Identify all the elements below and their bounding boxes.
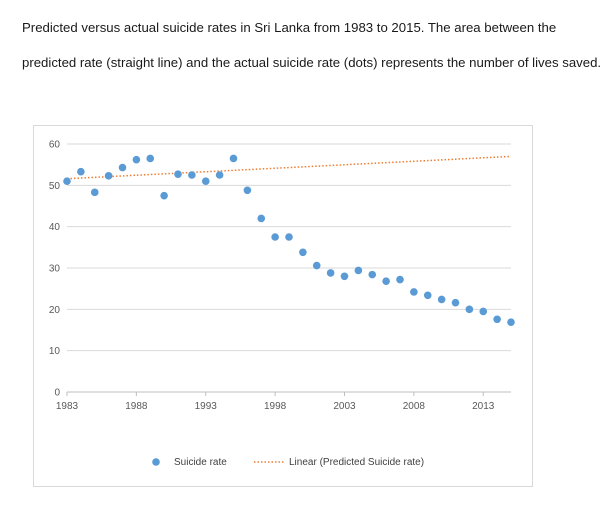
data-point	[201, 177, 210, 185]
data-point	[118, 163, 127, 172]
data-point	[174, 170, 182, 178]
data-point	[188, 171, 196, 179]
data-point	[215, 171, 224, 179]
x-axis-ticks: 1983 1988 1993 1998 2003 2008 2013	[56, 392, 495, 412]
data-point	[132, 155, 141, 164]
data-point	[493, 315, 501, 324]
legend-label-linear: Linear (Predicted Suicide rate)	[289, 457, 424, 468]
y-tick-label: 0	[54, 388, 60, 399]
data-point	[271, 233, 279, 241]
x-tick-label: 2008	[403, 401, 426, 412]
data-point	[368, 270, 377, 279]
legend-label-suicide-rate: Suicide rate	[174, 457, 227, 468]
data-point	[77, 167, 85, 176]
x-tick-label: 1988	[125, 401, 148, 412]
data-point	[160, 191, 168, 200]
data-point	[354, 266, 363, 275]
y-tick-label: 40	[49, 222, 61, 233]
scatter-chart: 0 10 20 30 40 50 60 1983 1988 1993 1998 2003 2008 20…	[49, 140, 515, 468]
data-point	[465, 305, 474, 314]
data-point	[410, 288, 418, 296]
data-point	[299, 248, 307, 257]
data-point	[326, 269, 335, 277]
trend-line-layer	[66, 155, 512, 180]
y-tick-label: 30	[49, 264, 61, 275]
data-point	[423, 291, 432, 300]
y-tick-label: 10	[49, 346, 61, 357]
data-point	[340, 272, 349, 281]
x-tick-label: 1998	[264, 401, 287, 412]
data-point	[396, 275, 404, 284]
y-tick-label: 50	[49, 181, 61, 192]
data-point	[90, 188, 99, 197]
chart-area: 0 10 20 30 40 50 60 1983 1988 1993 1998 2003 2008 20…	[33, 125, 533, 487]
data-point	[63, 177, 71, 185]
legend: Suicide rate Linear (Predicted Suicide ra…	[152, 457, 424, 468]
y-tick-label: 60	[49, 140, 61, 151]
data-point	[285, 233, 293, 241]
x-tick-label: 1993	[195, 401, 218, 412]
data-point	[146, 154, 155, 163]
linear-trend-line	[66, 155, 512, 180]
figure-caption: Predicted versus actual suicide rates in…	[22, 20, 602, 70]
data-point	[312, 261, 321, 270]
y-tick-label: 20	[49, 305, 61, 316]
x-tick-label: 2003	[333, 401, 356, 412]
y-axis-ticks: 0 10 20 30 40 50 60	[49, 140, 61, 399]
data-point	[437, 295, 446, 304]
data-point	[479, 307, 488, 316]
data-point	[229, 154, 238, 163]
data-point	[104, 172, 113, 180]
data-point	[243, 186, 252, 195]
data-point	[507, 318, 515, 326]
data-point	[257, 214, 266, 223]
data-point	[382, 277, 390, 286]
data-point	[451, 298, 460, 307]
x-tick-label: 1983	[56, 401, 79, 412]
legend-marker-suicide-rate	[152, 458, 160, 466]
data-points	[63, 154, 515, 326]
x-tick-label: 2013	[472, 401, 495, 412]
gridlines	[67, 143, 511, 393]
